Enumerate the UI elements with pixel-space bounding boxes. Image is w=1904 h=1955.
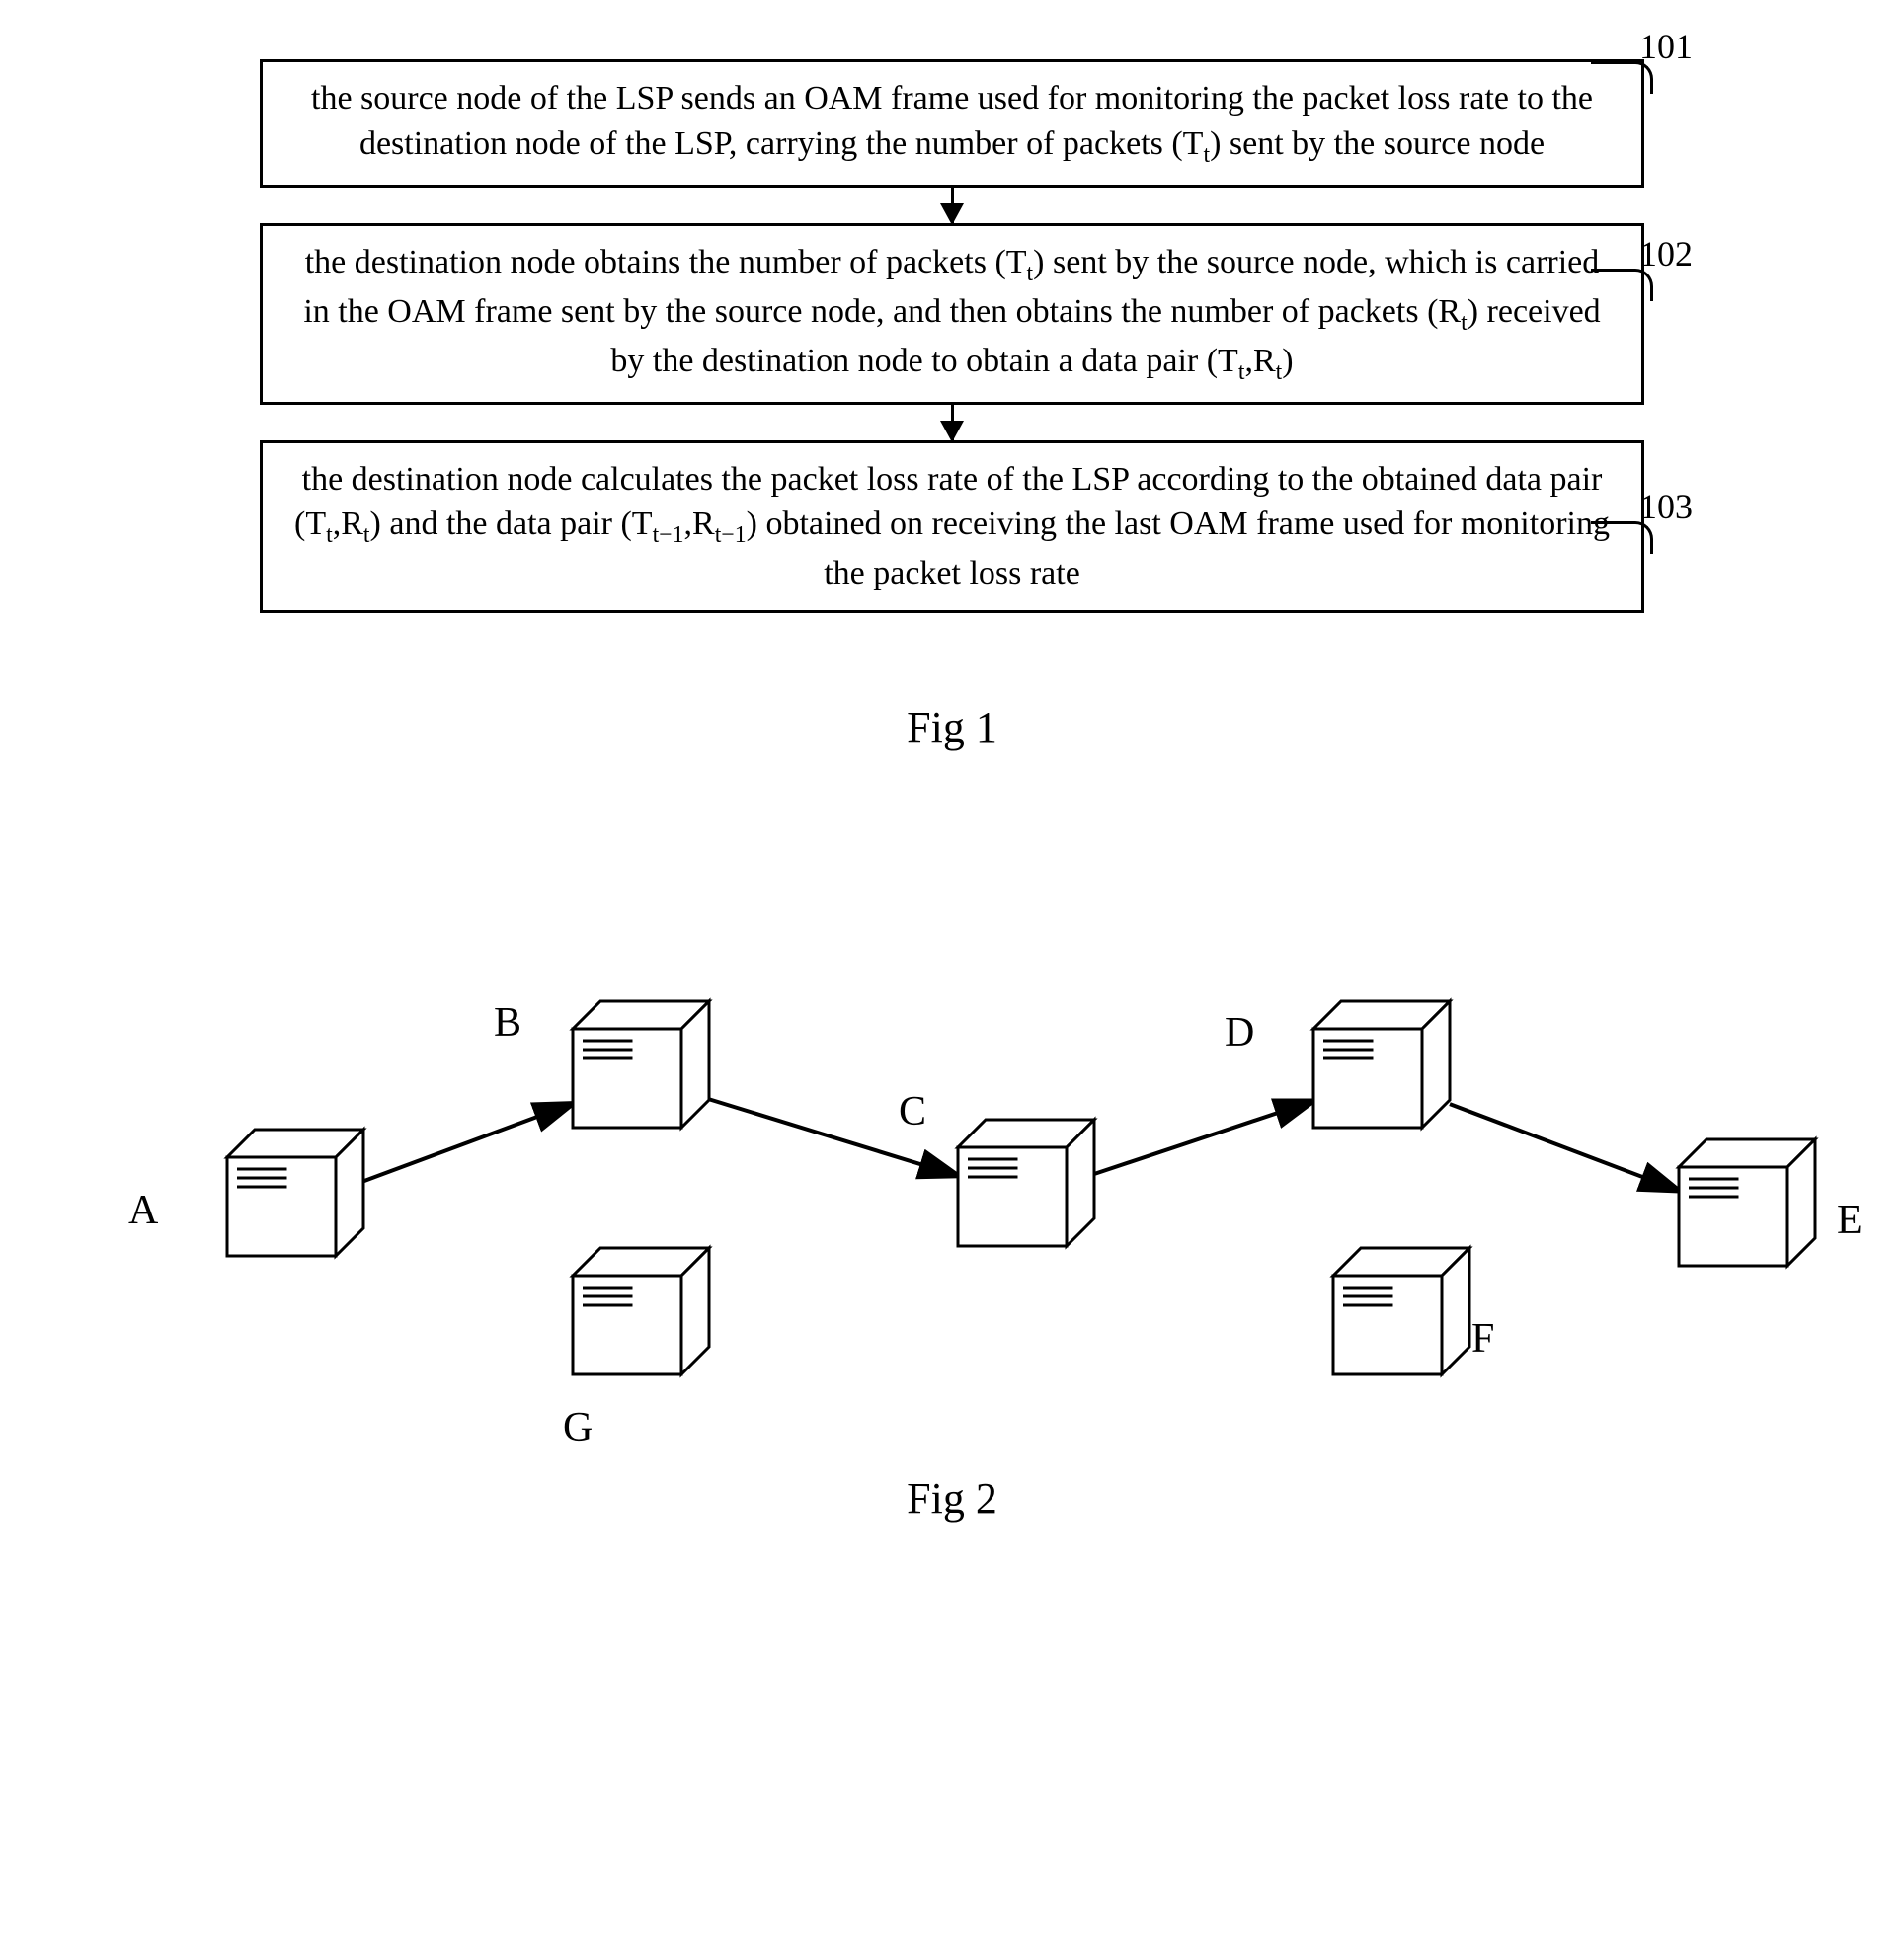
arrow-102-103: [951, 405, 954, 440]
node-A: [227, 1130, 363, 1256]
step-102: the destination node obtains the number …: [260, 223, 1644, 405]
node-C: [958, 1120, 1094, 1246]
node-label-D: D: [1225, 1009, 1254, 1056]
node-label-A: A: [128, 1187, 158, 1234]
edge-D-E: [1450, 1104, 1679, 1191]
edge-A-B: [363, 1104, 573, 1182]
node-label-F: F: [1471, 1315, 1494, 1363]
ref-label-102: 102: [1639, 233, 1693, 274]
ref-label-101: 101: [1639, 26, 1693, 67]
node-E: [1679, 1139, 1815, 1266]
fig2-network: ABCDEFG: [40, 930, 1864, 1444]
network-svg: [40, 930, 1864, 1444]
fig1-caption: Fig 1: [40, 702, 1864, 752]
node-G: [573, 1248, 709, 1374]
node-F: [1333, 1248, 1469, 1374]
ref-label-103: 103: [1639, 486, 1693, 527]
node-label-E: E: [1837, 1197, 1863, 1244]
node-B: [573, 1001, 709, 1128]
step-101: the source node of the LSP sends an OAM …: [260, 59, 1644, 188]
edge-C-D: [1094, 1101, 1313, 1174]
fig1-flowchart: 101 the source node of the LSP sends an …: [211, 39, 1693, 613]
node-D: [1313, 1001, 1450, 1128]
node-label-B: B: [494, 999, 521, 1047]
fig2-caption: Fig 2: [40, 1473, 1864, 1524]
node-label-C: C: [899, 1088, 926, 1135]
step-103: the destination node calculates the pack…: [260, 440, 1644, 614]
arrow-101-102: [951, 188, 954, 223]
node-label-G: G: [563, 1404, 593, 1451]
